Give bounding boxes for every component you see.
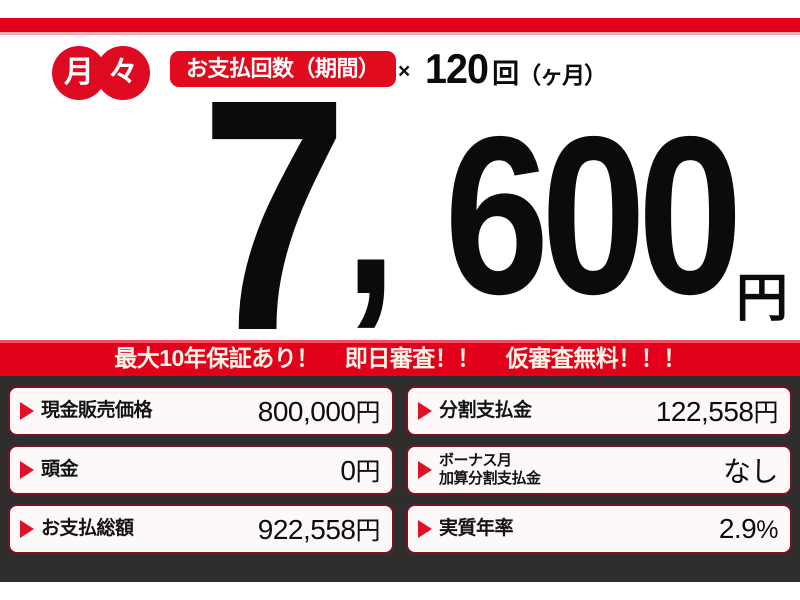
payment-count-months: （ヶ月） <box>518 62 607 88</box>
payment-count-pill: お支払回数（期間） <box>170 51 396 87</box>
spec-cell-installment-payment: 分割支払金 122,558円 <box>406 386 792 436</box>
spec-value-unit: 円 <box>355 399 380 427</box>
promo-item-warranty: 最大10年保証あり！ <box>114 345 319 371</box>
spec-value-unit: % <box>756 516 778 544</box>
spec-value: 0円 <box>340 452 380 488</box>
price-major-digit: 7 <box>200 30 347 399</box>
spec-label: お支払総額 <box>41 518 134 540</box>
spec-value-unit: 円 <box>753 399 778 427</box>
monthly-badge: 月 々 <box>52 46 156 100</box>
promo-item-free-prescreening: 仮審査無料！！！ <box>505 345 687 371</box>
hero-panel: 月 々 お支払回数（期間） × 120 回 （ヶ月） 7 , 600 円 <box>0 30 800 399</box>
price-comma: , <box>344 89 396 341</box>
promo-banner: 最大10年保証あり！ 即日審査！！ 仮審査無料！！！ <box>0 340 800 376</box>
spec-value: 122,558円 <box>655 393 779 429</box>
price-minor-digits: 600 <box>443 89 743 341</box>
spec-label-line2: 加算分割支払金 <box>439 470 541 487</box>
spec-value: 922,558円 <box>257 511 381 547</box>
top-red-band <box>0 18 800 35</box>
monthly-badge-char-1: 月 <box>52 46 106 100</box>
price-currency-yen: 円 <box>735 270 788 328</box>
top-white-gutter <box>0 0 800 18</box>
spec-label: 実質年率 <box>439 518 514 540</box>
header-row: 月 々 お支払回数（期間） × 120 回 （ヶ月） <box>0 42 800 104</box>
monthly-price-row: 7 , 600 円 <box>0 30 800 399</box>
payment-count-unit: 回 <box>492 59 519 89</box>
table-row: 頭金 0円 ボーナス月 加算分割支払金 なし <box>8 445 792 495</box>
spec-value-unit: 円 <box>355 517 380 545</box>
spec-value: 2.9% <box>718 513 779 545</box>
spec-label: ボーナス月 加算分割支払金 <box>439 452 541 487</box>
spec-table: 現金販売価格 800,000円 分割支払金 122,558円 頭金 0円 ボーナ… <box>0 376 800 582</box>
spec-value-number: 922,558 <box>257 514 356 545</box>
table-row: 現金販売価格 800,000円 分割支払金 122,558円 <box>8 386 792 436</box>
spec-value-number: 800,000 <box>257 396 356 427</box>
spec-label-line1: ボーナス月 <box>439 452 512 470</box>
spec-value-number: 2.9 <box>718 513 757 544</box>
triangle-bullet-icon <box>20 402 34 420</box>
promo-item-sameday-review: 即日審査！！ <box>344 345 481 371</box>
monthly-price: 7 , 600 円 <box>167 30 788 399</box>
triangle-bullet-icon <box>418 520 432 538</box>
triangle-bullet-icon <box>20 520 34 538</box>
spec-value-number: 122,558 <box>655 396 754 427</box>
spec-cell-bonus-month-payment: ボーナス月 加算分割支払金 なし <box>406 445 792 495</box>
spec-cell-annual-rate: 実質年率 2.9% <box>406 504 792 554</box>
spec-cell-total-payment: お支払総額 922,558円 <box>8 504 394 554</box>
payment-count-number: 120 <box>425 45 489 92</box>
bottom-white-gutter <box>0 582 800 600</box>
spec-value-number: なし <box>722 456 779 487</box>
triangle-bullet-icon <box>418 461 432 479</box>
spec-cell-down-payment: 頭金 0円 <box>8 445 394 495</box>
spec-value-unit: 円 <box>355 458 380 486</box>
multiply-symbol: × <box>398 60 411 83</box>
triangle-bullet-icon <box>20 461 34 479</box>
spec-label: 分割支払金 <box>439 400 532 422</box>
triangle-bullet-icon <box>418 402 432 420</box>
spec-label: 頭金 <box>41 459 79 481</box>
spec-value-number: 0 <box>340 455 356 486</box>
spec-label: 現金販売価格 <box>41 400 153 422</box>
spec-cell-cash-price: 現金販売価格 800,000円 <box>8 386 394 436</box>
spec-value: なし <box>722 450 779 490</box>
spec-value: 800,000円 <box>257 393 381 429</box>
table-row: お支払総額 922,558円 実質年率 2.9% <box>8 504 792 554</box>
payment-count-value: 120 回 （ヶ月） <box>425 45 607 98</box>
